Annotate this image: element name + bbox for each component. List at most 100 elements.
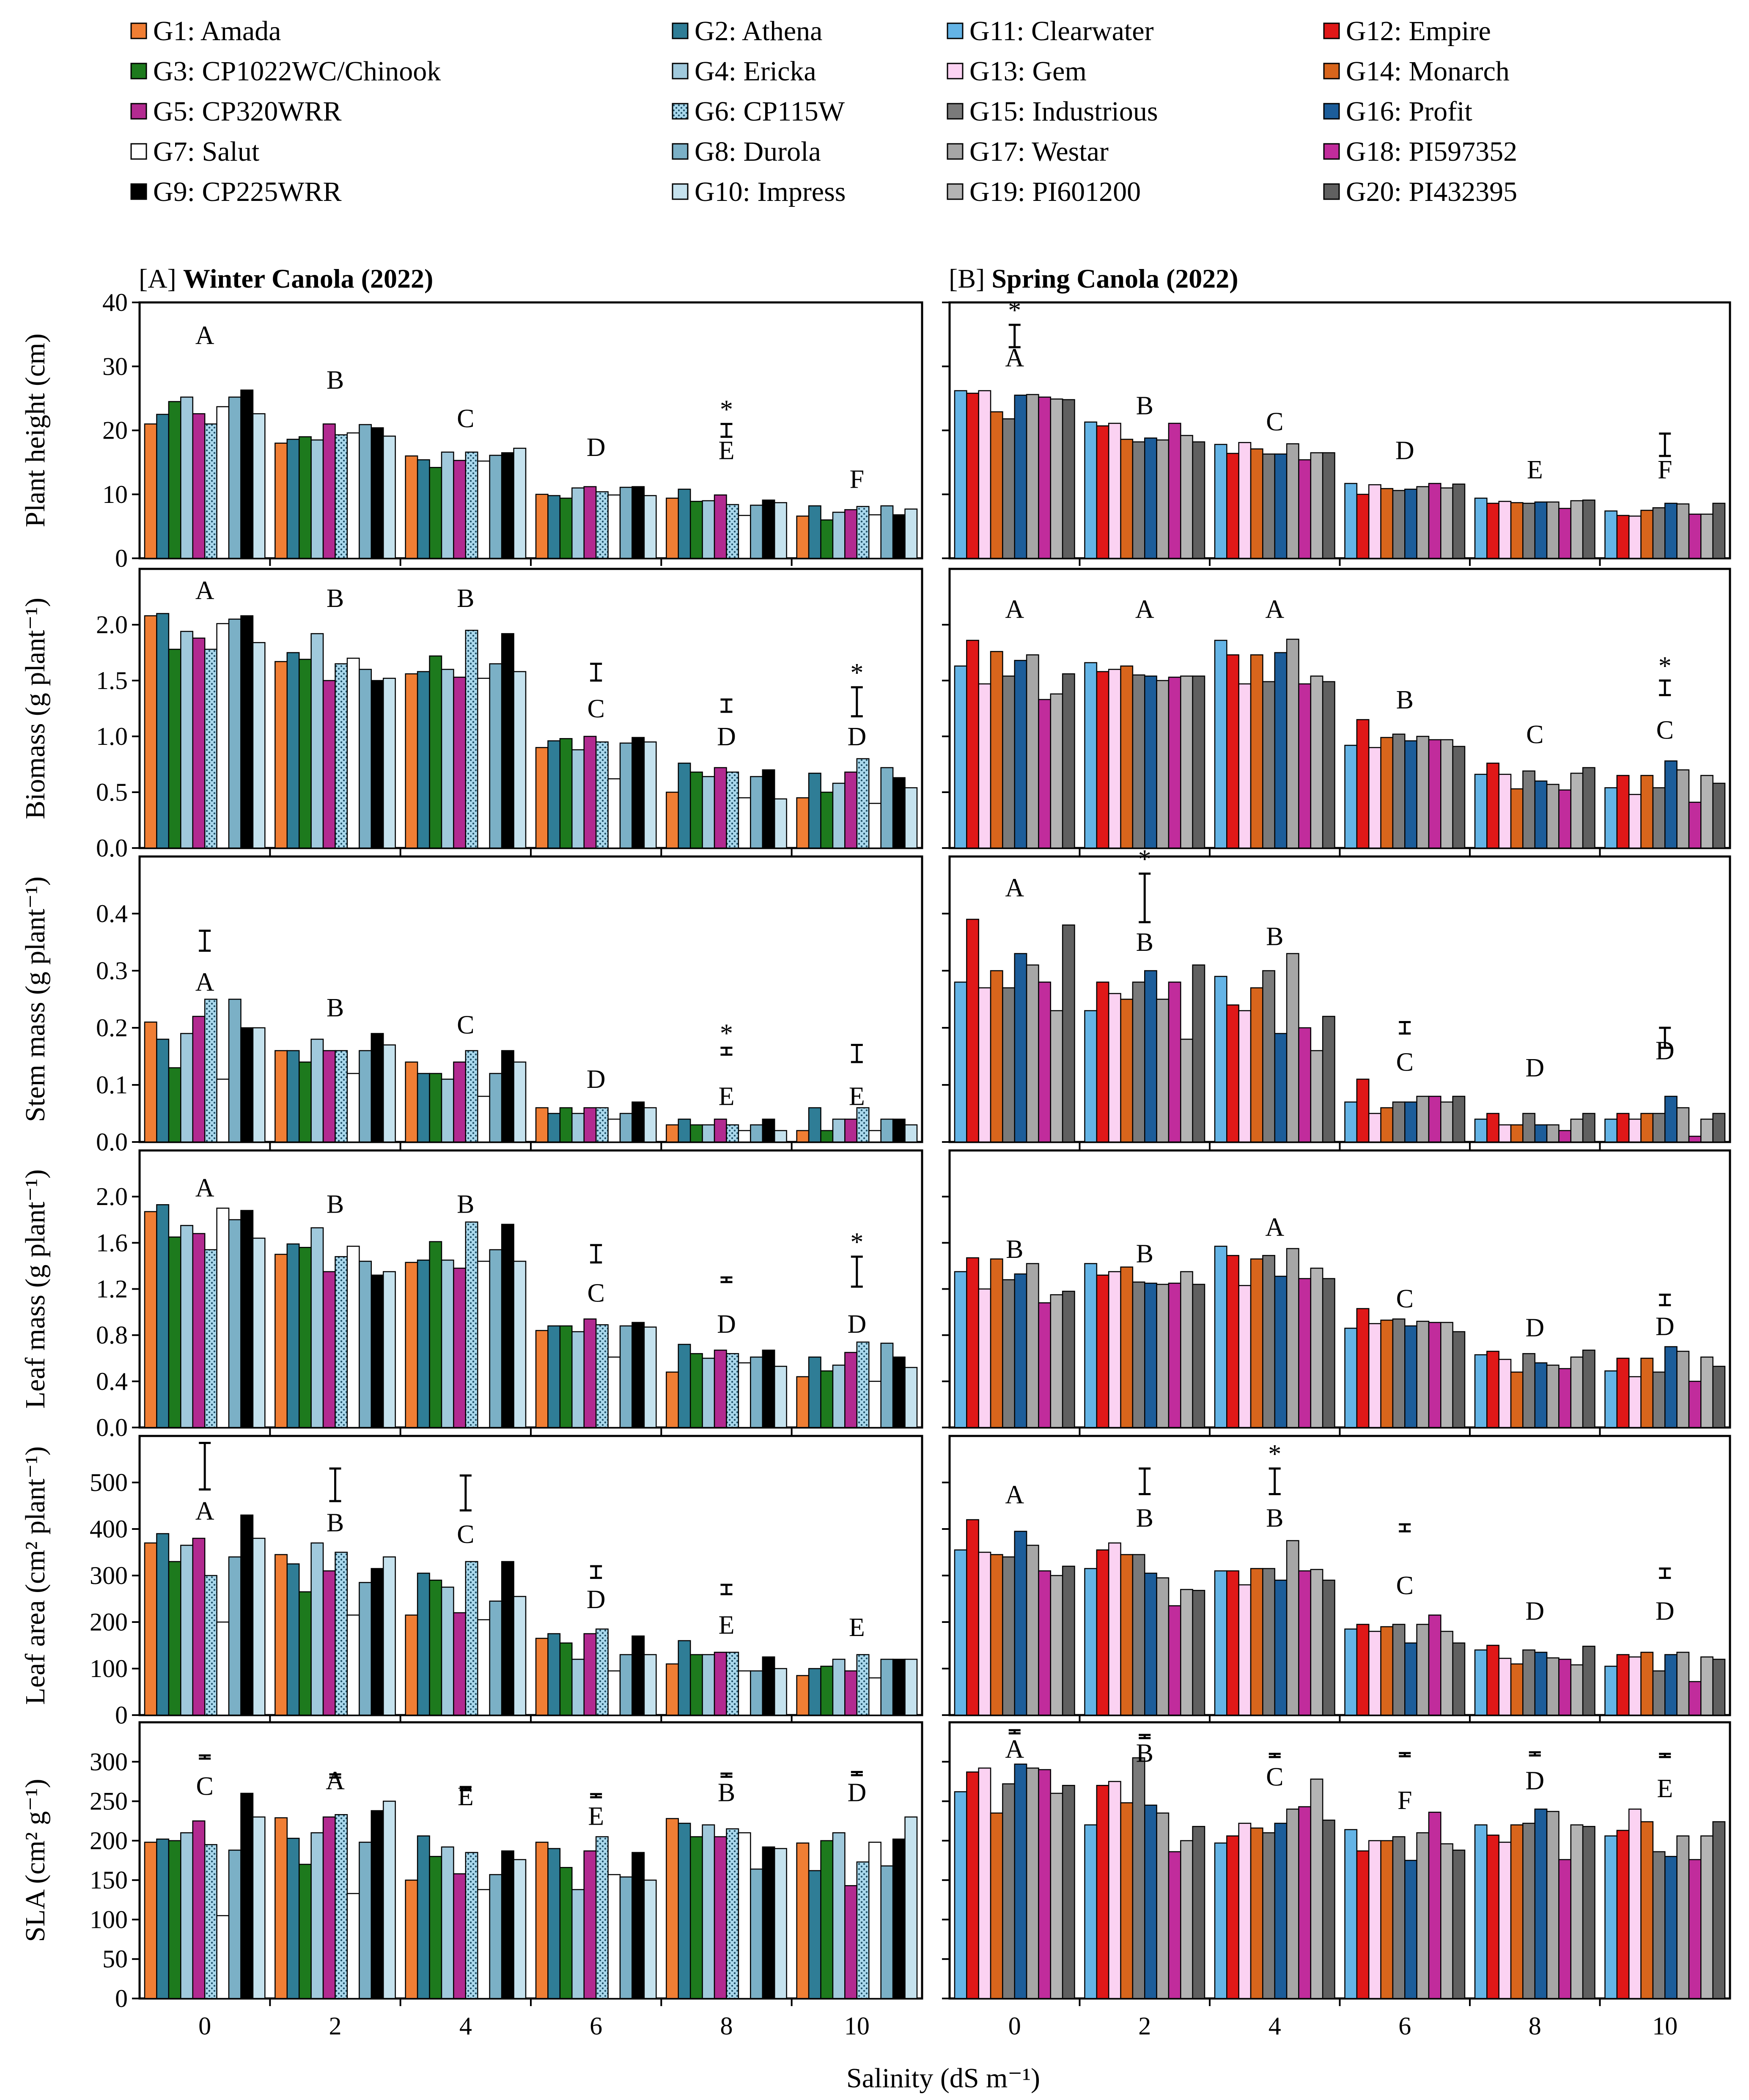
- significance-letter: C: [457, 1520, 474, 1549]
- bar-G15: [1652, 1670, 1666, 1716]
- bar-G5: [844, 1885, 858, 1999]
- bar-G8: [619, 486, 633, 559]
- legend-swatch-G1: [130, 22, 147, 39]
- bar-G19: [1050, 1575, 1063, 1716]
- bar-G12: [1486, 1351, 1499, 1428]
- significance-letter: B: [1266, 1504, 1283, 1533]
- bar-G8: [619, 742, 633, 849]
- bar-G9: [371, 1274, 384, 1428]
- bar-G14: [1510, 1124, 1524, 1143]
- legend-swatch-G7: [130, 143, 147, 160]
- bar-G6: [595, 1628, 609, 1716]
- legend-item: G20: PI432395: [1323, 176, 1517, 207]
- bar-G12: [966, 919, 979, 1143]
- significance-letter: C: [1266, 1762, 1283, 1791]
- bar-G4: [310, 1832, 324, 1999]
- bar-G11: [954, 1791, 967, 1999]
- legend-label-G15: G15: Industrious: [969, 96, 1158, 127]
- bar-G11: [1604, 1118, 1618, 1143]
- significance-star: *: [1138, 845, 1151, 874]
- bar-G15: [1262, 453, 1275, 559]
- legend-item: G19: PI601200: [947, 176, 1141, 207]
- significance-letter: B: [1006, 1235, 1023, 1264]
- bar-G6: [335, 663, 348, 849]
- significance-letter: E: [1527, 456, 1543, 484]
- bar-G10: [774, 1848, 787, 1999]
- bar-G15: [1392, 490, 1406, 559]
- bar-G2: [417, 1260, 430, 1428]
- bar-G19: [1570, 1118, 1584, 1143]
- bar-G15: [1262, 1832, 1275, 1999]
- bar-G18: [1688, 1859, 1702, 1999]
- bar-G4: [441, 1260, 454, 1428]
- bar-G3: [429, 467, 442, 559]
- bar-G4: [310, 1227, 324, 1428]
- bar-G2: [286, 1050, 300, 1143]
- bar-G14: [1640, 1113, 1654, 1143]
- bar-G15: [1002, 1783, 1015, 1999]
- bar-G2: [678, 763, 691, 849]
- bar-G15: [1262, 1255, 1275, 1428]
- bar-G3: [689, 771, 703, 849]
- bar-G9: [762, 1349, 775, 1428]
- bar-G3: [298, 1061, 312, 1143]
- significance-letter: C: [1396, 1285, 1414, 1313]
- bar-G11: [1344, 1628, 1358, 1716]
- bar-G10: [774, 798, 787, 849]
- bar-G20: [1192, 1284, 1205, 1428]
- bar-G17: [1286, 953, 1299, 1143]
- lsd-error-bar: *: [850, 1228, 863, 1288]
- bar-G12: [1096, 1274, 1109, 1428]
- legend-label-G12: G12: Empire: [1346, 16, 1491, 47]
- bar-G5: [192, 413, 206, 559]
- bar-G1: [275, 1254, 288, 1428]
- bar-G18: [1038, 1769, 1052, 1999]
- bar-G18: [1688, 513, 1702, 559]
- bar-G18: [1688, 802, 1702, 849]
- bar-G17: [1026, 1263, 1039, 1428]
- bar-G20: [1322, 1278, 1335, 1428]
- bar-G1: [796, 797, 810, 849]
- bar-G20: [1712, 1658, 1726, 1716]
- bar-G13: [1628, 1118, 1642, 1143]
- bar-G11: [1084, 421, 1098, 559]
- bar-G6: [465, 451, 478, 559]
- bar-G1: [666, 1124, 679, 1143]
- bar-G8: [750, 1124, 763, 1143]
- bar-G16: [1014, 660, 1027, 849]
- legend-label-G17: G17: Westar: [969, 136, 1109, 167]
- bar-G4: [441, 451, 454, 559]
- bar-G17: [1546, 501, 1560, 559]
- significance-letter: B: [1136, 928, 1153, 957]
- bar-G4: [702, 1654, 715, 1716]
- bar-G20: [1062, 1290, 1075, 1428]
- bar-G3: [168, 1840, 181, 1999]
- legend-swatch-G5: [130, 103, 147, 120]
- bar-G18: [1428, 739, 1441, 849]
- bar-G18: [1428, 1095, 1441, 1143]
- bar-G17: [1156, 680, 1170, 849]
- legend-item: G6: CP115W: [672, 96, 845, 127]
- significance-letter: D: [1525, 1054, 1544, 1082]
- bar-G17: [1026, 1545, 1039, 1716]
- significance-letter: E: [588, 1802, 604, 1831]
- legend-label-G16: G16: Profit: [1346, 96, 1472, 127]
- bar-G9: [632, 1101, 645, 1143]
- bar-G14: [990, 970, 1003, 1143]
- bar-G12: [1096, 425, 1109, 559]
- bar-G5: [322, 680, 336, 849]
- bar-G7: [216, 1208, 230, 1428]
- bar-G19: [1180, 675, 1193, 849]
- bar-G12: [1356, 719, 1370, 849]
- bar-G11: [1344, 1829, 1358, 1999]
- bar-G2: [156, 1038, 170, 1143]
- bar-G14: [1640, 1821, 1654, 1999]
- bar-G11: [1084, 1263, 1098, 1428]
- bar-G11: [954, 1271, 967, 1428]
- bar-G7: [738, 1130, 751, 1143]
- bar-G20: [1712, 782, 1726, 849]
- significance-letter: D: [587, 1065, 606, 1094]
- bar-G9: [501, 1224, 514, 1428]
- lsd-error-bar: [851, 1044, 863, 1063]
- bar-G8: [880, 1342, 894, 1428]
